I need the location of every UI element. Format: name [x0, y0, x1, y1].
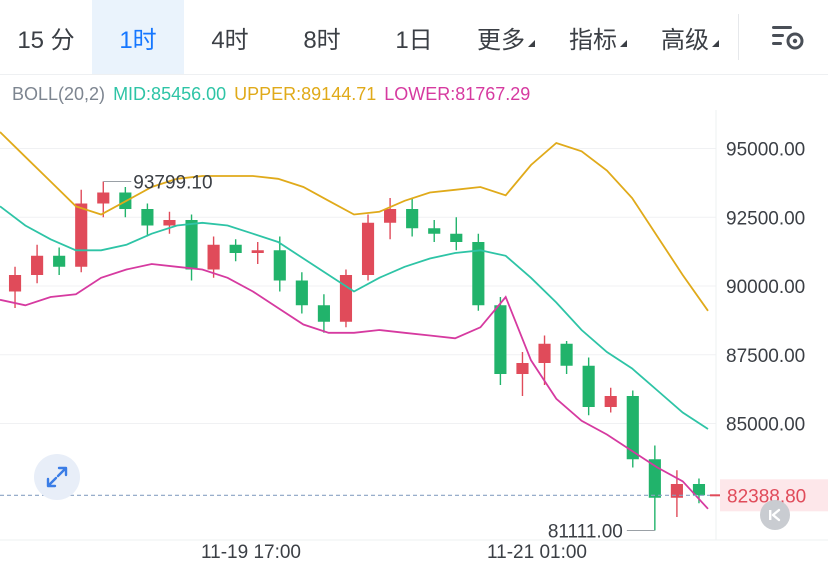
boll-lower-line [0, 263, 709, 510]
y-tick-label: 85000.00 [726, 415, 805, 436]
high-price-label: 93799.10 [133, 173, 212, 194]
tab-1h[interactable]: 1时 [92, 0, 184, 74]
expand-chart-button[interactable] [34, 454, 80, 500]
candle-body [560, 343, 573, 366]
tab-label: 高级 [661, 26, 709, 54]
candlestick-chart[interactable]: 95000.00 92500.00 90000.00 87500.00 85000.00… [0, 110, 828, 570]
candle-body [450, 233, 463, 242]
candle-body [384, 209, 397, 223]
y-tick-label: 92500.00 [726, 208, 805, 229]
candle-body [339, 275, 353, 322]
tab-label: 1时 [119, 26, 157, 54]
candle-body [75, 203, 88, 267]
candle-body [361, 222, 375, 275]
tab-label: 指标 [569, 26, 617, 54]
candle-body [604, 396, 617, 407]
tab-label: 1日 [395, 26, 433, 54]
candle-body [273, 250, 286, 281]
candle-body [472, 242, 485, 306]
candle-body [229, 244, 242, 253]
candle-body [251, 250, 264, 253]
candle-body [141, 209, 154, 226]
low-price-label: 81111.00 [548, 521, 623, 542]
tab-label: 8时 [303, 26, 341, 54]
boll-lower-value: LOWER:81767.29 [384, 84, 531, 104]
candle-body [31, 255, 44, 275]
candle-body [8, 275, 22, 292]
candle-body [97, 192, 110, 204]
candle-body [428, 228, 441, 234]
scroll-to-latest-button[interactable] [760, 500, 790, 530]
tab-1d[interactable]: 1日 [368, 0, 460, 74]
dropdown-caret-icon [528, 39, 535, 47]
candle-body [538, 343, 551, 363]
dropdown-caret-icon [620, 39, 627, 47]
x-tick-label: 11-21 01:00 [487, 542, 587, 563]
candle-body [163, 220, 176, 226]
candle-body [516, 363, 529, 374]
current-price-label: 82388.80 [727, 486, 806, 507]
timeframe-tabbar: 15 分 1时 4时 8时 1日 更多 指标 高级 [0, 0, 828, 75]
tab-divider [738, 14, 739, 60]
y-tick-label: 90000.00 [726, 277, 805, 298]
tab-label: 15 分 [17, 26, 75, 54]
candle-body [185, 220, 198, 270]
tab-indicators[interactable]: 指标 [552, 0, 644, 74]
candle-body [582, 365, 595, 407]
dropdown-caret-icon [712, 39, 719, 47]
y-tick-label: 87500.00 [726, 346, 805, 367]
boll-legend: BOLL(20,2) MID:85456.00 UPPER:89144.71 LOWE… [12, 84, 538, 105]
candle-body [406, 209, 419, 229]
tab-8h[interactable]: 8时 [276, 0, 368, 74]
candle-body [53, 255, 66, 267]
tab-4h[interactable]: 4时 [184, 0, 276, 74]
expand-icon [46, 466, 68, 488]
candle-body [670, 484, 683, 498]
candle-body [295, 280, 308, 306]
x-tick-label: 11-19 17:00 [201, 542, 301, 563]
tab-more[interactable]: 更多 [460, 0, 552, 74]
tab-advanced[interactable]: 高级 [644, 0, 736, 74]
boll-mid-line [0, 205, 709, 430]
indicator-name: BOLL(20,2) [12, 84, 106, 104]
chart-settings-icon[interactable] [768, 20, 806, 54]
tab-label: 4时 [211, 26, 249, 54]
candle-body [494, 305, 507, 374]
candle-body [317, 305, 330, 322]
tab-15min[interactable]: 15 分 [0, 0, 92, 74]
boll-upper-line [0, 131, 709, 312]
candle-body [207, 244, 220, 270]
y-tick-label: 95000.00 [726, 140, 805, 161]
candle-body [626, 396, 639, 460]
candle-body [648, 459, 661, 498]
candle-body [692, 484, 706, 496]
back-to-latest-icon [769, 508, 781, 522]
boll-mid-value: MID:85456.00 [113, 84, 227, 104]
boll-upper-value: UPPER:89144.71 [234, 84, 377, 104]
tab-label: 更多 [477, 26, 525, 54]
